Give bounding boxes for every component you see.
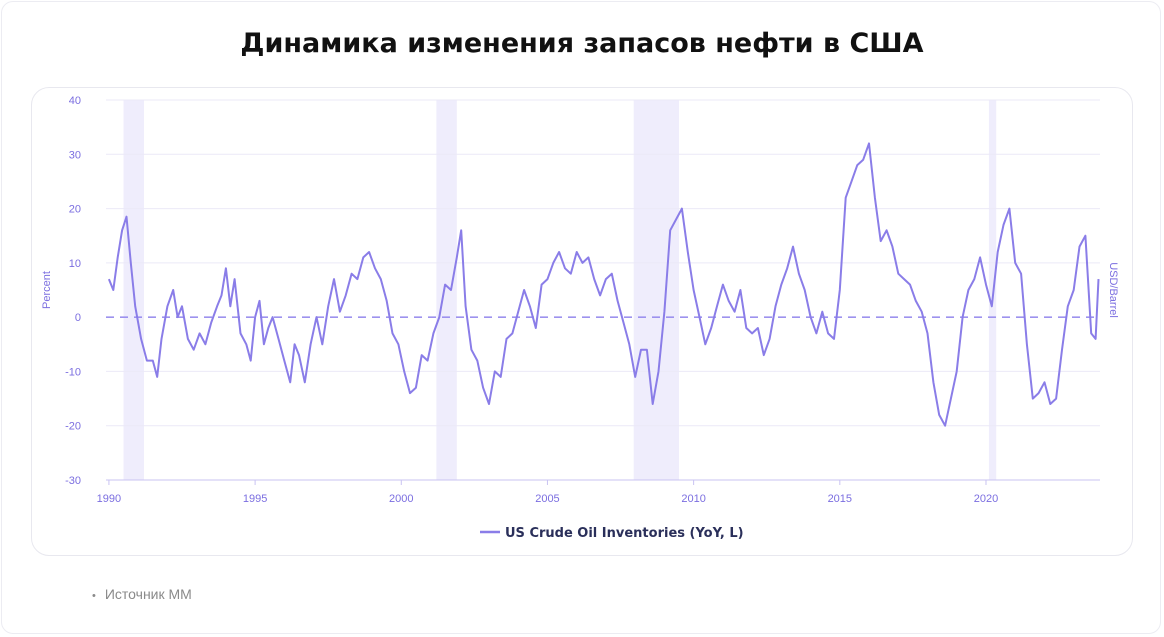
bullet-icon: • [92,590,96,602]
recession-band [988,100,997,480]
y-tick-label: 30 [69,149,81,161]
x-tick-label: 2015 [828,493,852,505]
y-tick-label: 40 [69,95,81,107]
x-tick-label: 2005 [535,493,559,505]
x-tick-label: 2010 [681,493,705,505]
y-tick-label: 20 [69,204,81,216]
legend-label: US Crude Oil Inventories (YoY, L) [505,526,744,541]
page-title: Динамика изменения запасов нефти в США [240,28,924,59]
y-tick-label: -10 [65,366,81,378]
y-axis-title-left: Percent [41,271,53,309]
recession-band [633,100,680,480]
x-tick-label: 2000 [389,493,413,505]
recession-band [436,100,457,480]
x-tick-label: 1990 [97,493,121,505]
source-note: • Источник ММ [92,586,192,602]
x-tick-label: 1995 [243,493,267,505]
source-text: Источник ММ [104,586,192,602]
y-tick-label: -20 [65,421,81,433]
y-tick-label: -30 [65,475,81,487]
y-tick-label: 0 [75,312,81,324]
y-axis-title-right: USD/Barrel [1107,262,1119,318]
y-tick-label: 10 [69,258,81,270]
chart-card: 40 30 20 10 0 -10 -20 -30 1990 1995 2000 2005 2010 20… [31,87,1133,556]
x-tick-label: 2020 [974,493,998,505]
series-line [107,142,1100,427]
